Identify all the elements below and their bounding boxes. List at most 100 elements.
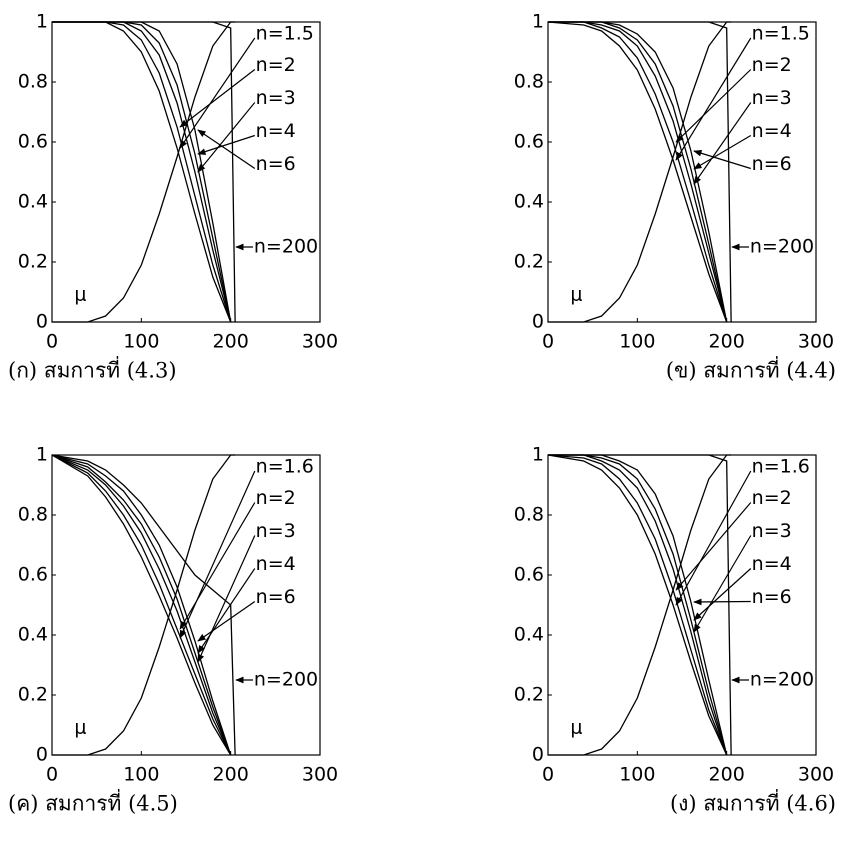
series-label: n=200	[750, 669, 814, 691]
series-line	[548, 454, 728, 756]
x-tick-label: 200	[213, 331, 249, 353]
annotation-arrow	[693, 568, 752, 621]
annotation-arrow	[179, 502, 256, 630]
series-label: n=1.5	[752, 23, 810, 45]
y-tick-label: 0.6	[18, 131, 48, 153]
y-tick-label: 0.8	[514, 504, 544, 526]
y-tick-label: 0.2	[514, 251, 544, 273]
series-line	[52, 454, 236, 756]
y-tick-label: 0.6	[514, 564, 544, 586]
annotation-arrow	[179, 69, 256, 128]
series-label: n=2	[256, 54, 296, 76]
x-tick-label: 100	[123, 331, 159, 353]
series-line	[548, 21, 728, 323]
series-label: n=2	[752, 54, 792, 76]
series-label: n=3	[256, 520, 296, 542]
caption: (ข) สมการที่ (4.4)	[666, 356, 836, 383]
series-label: n=200	[750, 236, 814, 258]
annotation-arrow	[197, 601, 256, 642]
annotation-arrow	[179, 37, 256, 149]
series-label: μ	[74, 717, 86, 739]
y-tick-label: 0.4	[18, 624, 48, 646]
y-tick-label: 0.2	[18, 684, 48, 706]
y-tick-label: 1	[532, 444, 544, 466]
annotation-arrow	[675, 502, 752, 591]
annotation-arrow	[197, 568, 256, 654]
series-label: n=6	[752, 153, 792, 175]
x-tick-label: 300	[798, 764, 834, 786]
series-label: n=4	[256, 120, 296, 142]
y-tick-label: 0.2	[18, 251, 48, 273]
series-line	[548, 21, 728, 323]
series-line	[52, 21, 232, 323]
series-line	[52, 21, 236, 323]
series-line	[548, 454, 728, 756]
series-label: n=6	[256, 153, 296, 175]
series-line	[51, 454, 232, 756]
x-tick-label: 200	[709, 764, 745, 786]
x-tick-label: 300	[302, 331, 338, 353]
series-line	[52, 21, 232, 323]
series-label: n=4	[752, 553, 792, 575]
annotation-arrow	[675, 37, 752, 161]
x-tick-label: 0	[46, 331, 58, 353]
series-label: n=6	[752, 586, 792, 608]
series-line	[548, 454, 732, 756]
annotation-arrow	[675, 69, 752, 143]
annotation-arrow	[197, 129, 256, 169]
series-line	[547, 21, 728, 323]
series-label: μ	[570, 717, 582, 739]
y-tick-label: 1	[36, 444, 48, 466]
x-tick-label: 100	[123, 764, 159, 786]
caption: (ก) สมการที่ (4.3)	[8, 356, 177, 383]
series-line	[548, 21, 728, 323]
annotation-arrow	[675, 470, 752, 606]
series-label: μ	[74, 284, 86, 306]
caption: (ง) สมการที่ (4.6)	[670, 789, 836, 816]
series-label: μ	[570, 284, 582, 306]
series-line	[548, 21, 732, 323]
y-tick-label: 0.8	[18, 71, 48, 93]
series-line	[51, 454, 232, 756]
series-label: n=200	[254, 669, 318, 691]
y-tick-label: 0.4	[514, 624, 544, 646]
y-tick-label: 0	[532, 311, 544, 333]
series-line	[51, 454, 232, 756]
series-label: n=2	[256, 487, 296, 509]
series-label: n=4	[752, 120, 792, 142]
annotation-arrow	[693, 535, 752, 633]
y-tick-label: 0.8	[514, 71, 544, 93]
annotation-arrow	[197, 134, 255, 155]
series-label: n=1.6	[752, 456, 810, 478]
annotation-arrow	[693, 134, 752, 170]
series-line	[51, 454, 232, 756]
series-label: n=3	[256, 87, 296, 109]
y-tick-label: 0.6	[514, 131, 544, 153]
x-tick-label: 200	[213, 764, 249, 786]
series-label: n=2	[752, 487, 792, 509]
x-tick-label: 0	[542, 764, 554, 786]
series-line	[548, 454, 728, 756]
series-line	[52, 21, 232, 323]
y-tick-label: 0.4	[514, 191, 544, 213]
y-tick-label: 0.4	[18, 191, 48, 213]
series-line	[52, 21, 236, 323]
plot-frame	[51, 454, 321, 756]
annotation-arrow	[693, 102, 752, 185]
x-tick-label: 300	[798, 331, 834, 353]
x-tick-label: 100	[619, 331, 655, 353]
annotation-arrow	[179, 470, 256, 639]
series-line	[548, 21, 728, 323]
series-line	[548, 21, 732, 323]
series-label: n=1.6	[256, 456, 314, 478]
x-tick-label: 0	[46, 764, 58, 786]
annotation-arrow	[197, 102, 256, 173]
caption: (ค) สมการที่ (4.5)	[8, 789, 178, 816]
series-label: n=3	[752, 520, 792, 542]
y-tick-label: 0	[36, 311, 48, 333]
annotation-arrow	[693, 150, 751, 170]
y-tick-label: 0	[532, 744, 544, 766]
y-tick-label: 1	[532, 11, 544, 33]
